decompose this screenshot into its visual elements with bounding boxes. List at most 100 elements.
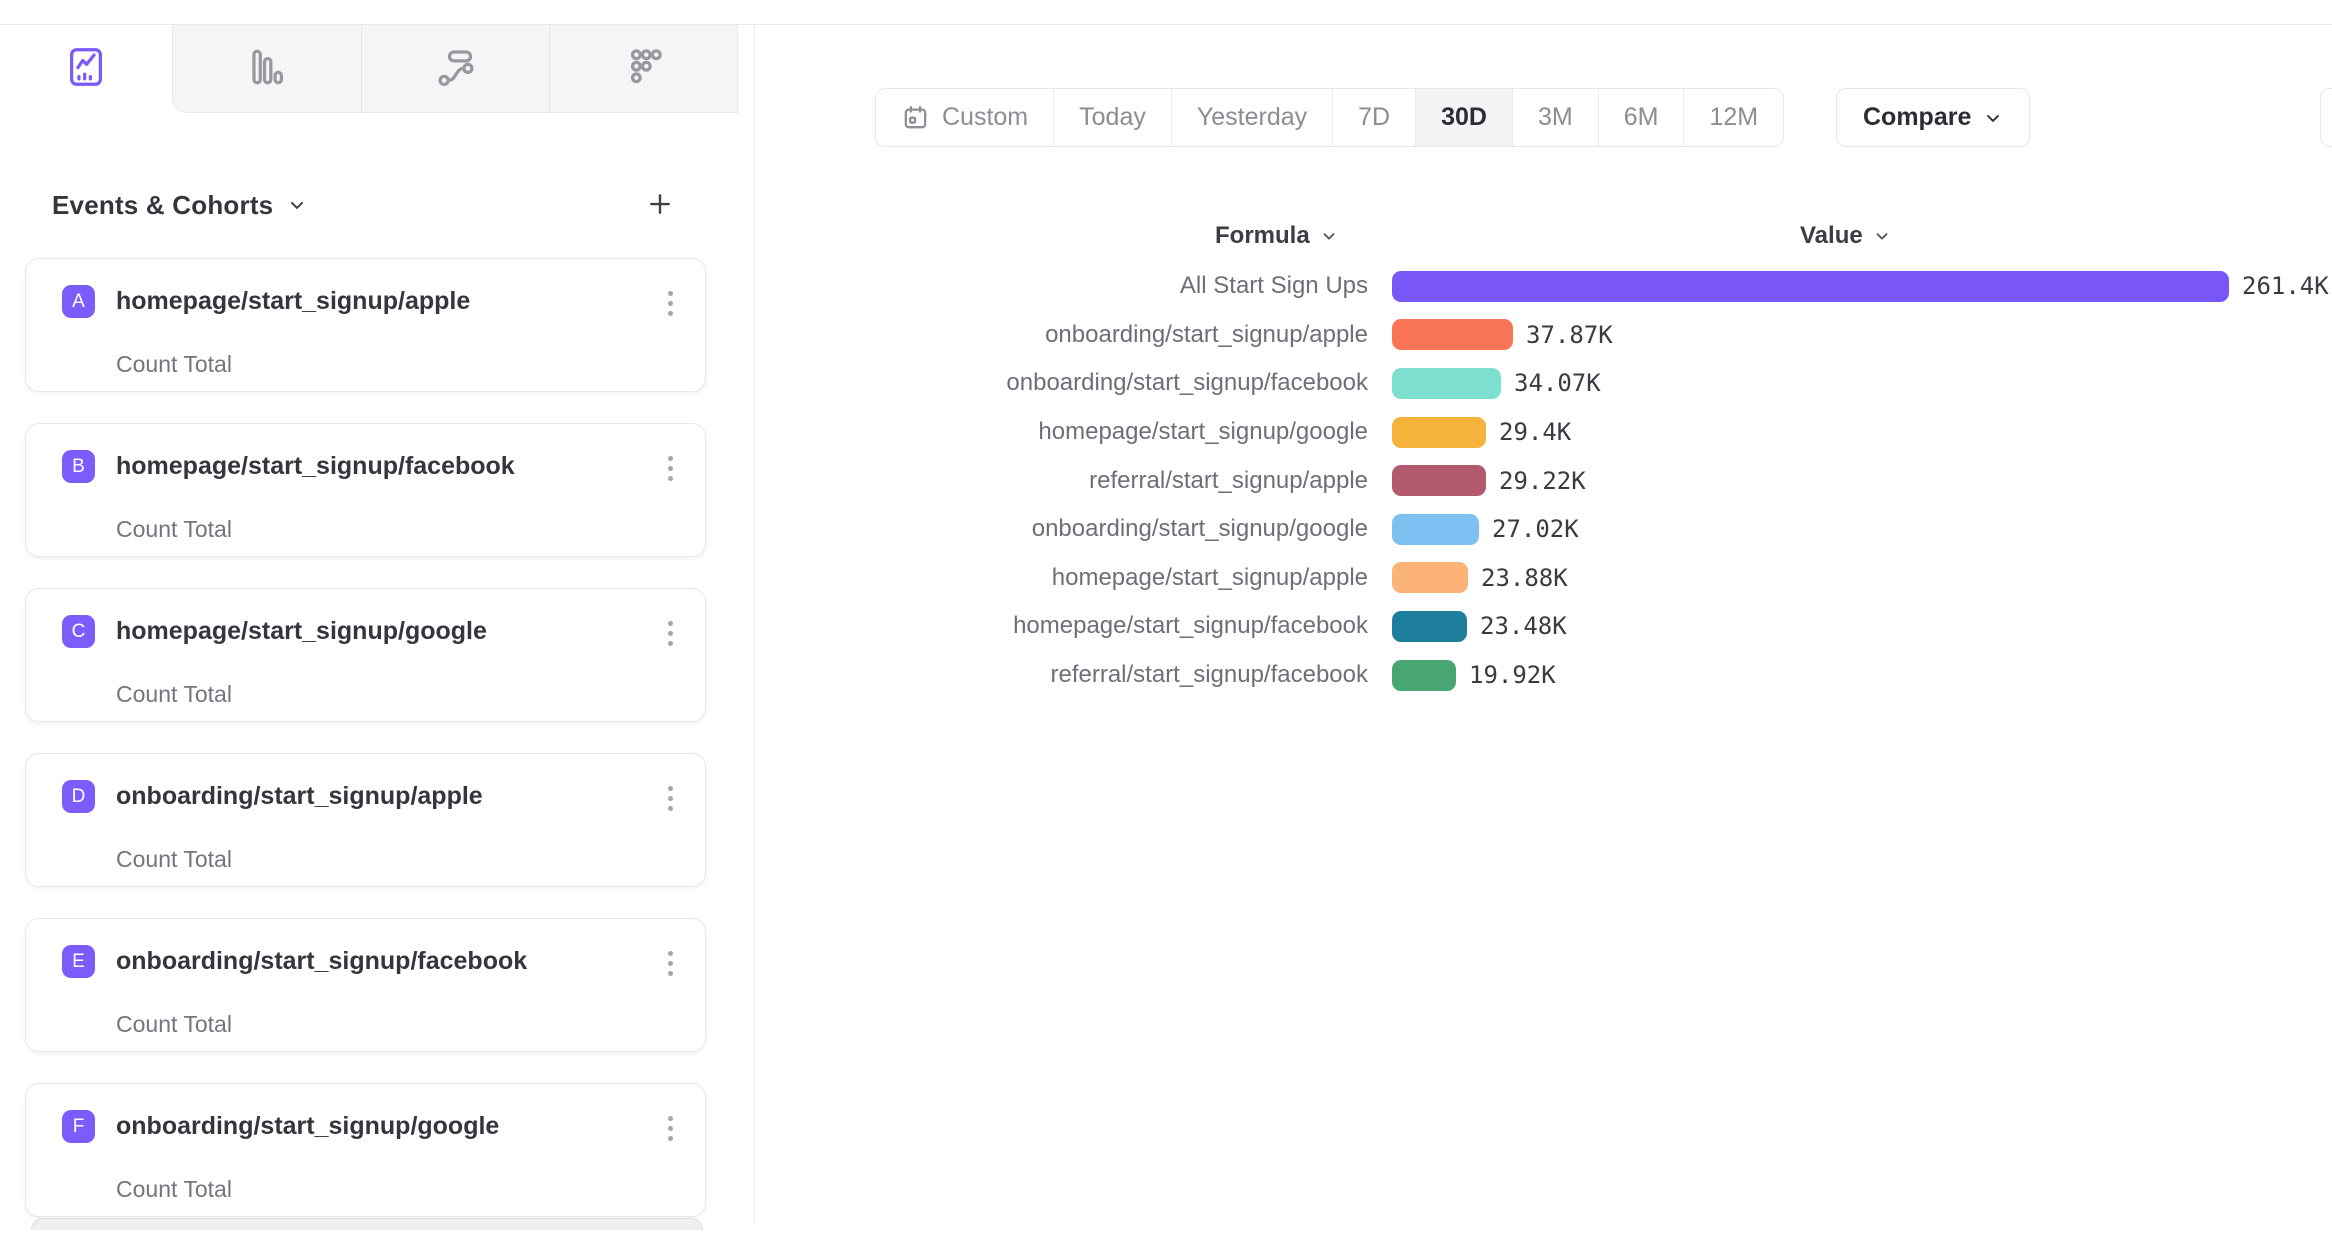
next-card-partial xyxy=(31,1218,703,1230)
chart-row-label: onboarding/start_signup/google xyxy=(1031,515,1368,543)
range-6m[interactable]: 6M xyxy=(1597,89,1684,146)
chevron-down-icon xyxy=(1323,233,1335,240)
chart-row[interactable]: onboarding/start_signup/apple 37.87K xyxy=(700,311,2332,360)
tab-insights[interactable] xyxy=(0,25,172,113)
event-letter-badge: E xyxy=(62,945,95,978)
chart-row-label: referral/start_signup/apple xyxy=(1089,466,1368,494)
event-metric[interactable]: Count Total xyxy=(116,846,232,872)
date-range-label: Yesterday xyxy=(1196,103,1308,131)
range-custom[interactable]: Custom xyxy=(876,89,1054,146)
date-range-label: Custom xyxy=(942,103,1029,131)
kebab-menu-icon[interactable] xyxy=(662,285,679,322)
range-30d[interactable]: 30D xyxy=(1415,89,1512,146)
chart-row[interactable]: homepage/start_signup/google 29.4K xyxy=(700,408,2332,457)
range-12m[interactable]: 12M xyxy=(1683,89,1784,146)
value-column-header[interactable]: Value xyxy=(1800,222,1891,250)
chart-bar[interactable] xyxy=(1392,659,1456,691)
chevron-down-icon xyxy=(1876,233,1888,240)
chart-bar[interactable] xyxy=(1392,465,1486,497)
chart-row-label: referral/start_signup/facebook xyxy=(1050,661,1368,689)
date-range-label: 3M xyxy=(1537,103,1573,131)
tab-retention[interactable] xyxy=(549,25,737,113)
date-range-label: 30D xyxy=(1441,103,1487,131)
range-today[interactable]: Today xyxy=(1053,89,1171,146)
event-card-b[interactable]: B homepage/start_signup/facebook Count T… xyxy=(25,423,706,557)
top-divider xyxy=(0,24,2332,25)
event-letter-badge: A xyxy=(62,285,95,318)
kebab-menu-icon[interactable] xyxy=(662,1110,679,1147)
chart-bar[interactable] xyxy=(1392,367,1501,399)
compare-button[interactable]: Compare xyxy=(1836,88,2031,147)
chart-row-label: onboarding/start_signup/facebook xyxy=(1006,369,1368,397)
chart-value: 29.22K xyxy=(1499,466,1586,495)
event-metric[interactable]: Count Total xyxy=(116,1176,232,1202)
range-7d[interactable]: 7D xyxy=(1332,89,1416,146)
event-letter-badge: C xyxy=(62,615,95,648)
event-letter-badge: D xyxy=(62,780,95,813)
event-name: onboarding/start_signup/facebook xyxy=(116,947,528,975)
kebab-menu-icon[interactable] xyxy=(662,780,679,817)
chart-value: 27.02K xyxy=(1492,515,1579,544)
event-card-d[interactable]: D onboarding/start_signup/apple Count To… xyxy=(25,753,706,887)
chart-row[interactable]: All Start Sign Ups 261.4K xyxy=(700,262,2332,311)
chart-bar[interactable] xyxy=(1392,319,1513,351)
chart-row-label: homepage/start_signup/facebook xyxy=(1013,612,1368,640)
chart-bar[interactable] xyxy=(1392,610,1467,642)
formula-column-header[interactable]: Formula xyxy=(1215,222,1338,250)
chevron-down-icon xyxy=(291,201,304,209)
range-yesterday[interactable]: Yesterday xyxy=(1170,89,1333,146)
chart-row[interactable]: onboarding/start_signup/google 27.02K xyxy=(700,505,2332,554)
bar-chart-icon xyxy=(244,44,290,95)
event-card-e[interactable]: E onboarding/start_signup/facebook Count… xyxy=(25,918,706,1052)
line-chart-icon xyxy=(63,44,109,95)
clipped-edge-button[interactable] xyxy=(2320,88,2332,147)
chart-value: 261.4K xyxy=(2242,272,2329,301)
chart-row[interactable]: referral/start_signup/facebook 19.92K xyxy=(700,651,2332,700)
event-card-c[interactable]: C homepage/start_signup/google Count Tot… xyxy=(25,588,706,722)
value-header-label: Value xyxy=(1800,222,1863,249)
event-metric[interactable]: Count Total xyxy=(116,516,232,542)
event-name: homepage/start_signup/google xyxy=(116,617,487,645)
chart-value: 29.4K xyxy=(1499,418,1572,447)
kebab-menu-icon[interactable] xyxy=(662,615,679,652)
dots-grid-icon xyxy=(621,44,667,95)
date-range-label: Today xyxy=(1079,103,1146,131)
chart-row-label: All Start Sign Ups xyxy=(1179,272,1368,300)
range-3m[interactable]: 3M xyxy=(1511,89,1598,146)
date-range-label: 7D xyxy=(1358,103,1391,131)
tab-flows[interactable] xyxy=(361,25,549,113)
event-metric[interactable]: Count Total xyxy=(116,1011,232,1037)
event-card-a[interactable]: A homepage/start_signup/apple Count Tota… xyxy=(25,258,706,392)
date-range-label: 6M xyxy=(1623,103,1659,131)
kebab-menu-icon[interactable] xyxy=(662,450,679,487)
chart-row[interactable]: onboarding/start_signup/facebook 34.07K xyxy=(700,359,2332,408)
event-metric[interactable]: Count Total xyxy=(116,681,232,707)
chart-bar[interactable] xyxy=(1392,513,1479,545)
kebab-menu-icon[interactable] xyxy=(662,945,679,982)
tab-bar-report[interactable] xyxy=(173,25,361,113)
date-range-label: 12M xyxy=(1709,103,1759,131)
event-name: homepage/start_signup/facebook xyxy=(116,452,515,480)
chart-bar[interactable] xyxy=(1392,416,1486,448)
chart-bar[interactable] xyxy=(1392,270,2229,302)
chart-row[interactable]: homepage/start_signup/facebook 23.48K xyxy=(700,602,2332,651)
chart-value: 23.88K xyxy=(1481,563,1568,592)
chart-row[interactable]: referral/start_signup/apple 29.22K xyxy=(700,456,2332,505)
add-event-button[interactable] xyxy=(640,184,680,224)
chart-bar[interactable] xyxy=(1392,562,1468,594)
chevron-down-icon xyxy=(1987,114,2000,122)
calendar-icon xyxy=(901,103,930,132)
date-range-control: Custom Today Yesterday 7D 30D 3M 6M 12M xyxy=(875,88,1785,147)
chart-value: 23.48K xyxy=(1480,612,1567,641)
events-cohorts-header[interactable]: Events & Cohorts xyxy=(52,186,652,224)
event-letter-badge: B xyxy=(62,450,95,483)
event-name: onboarding/start_signup/apple xyxy=(116,782,483,810)
event-card-list: A homepage/start_signup/apple Count Tota… xyxy=(25,258,706,1248)
sidebar-divider xyxy=(754,25,755,1224)
formula-header-label: Formula xyxy=(1215,222,1310,249)
chart-value: 34.07K xyxy=(1514,369,1601,398)
events-cohorts-title: Events & Cohorts xyxy=(52,189,274,220)
event-metric[interactable]: Count Total xyxy=(116,351,232,377)
event-card-f[interactable]: F onboarding/start_signup/google Count T… xyxy=(25,1083,706,1217)
chart-row[interactable]: homepage/start_signup/apple 23.88K xyxy=(700,554,2332,603)
